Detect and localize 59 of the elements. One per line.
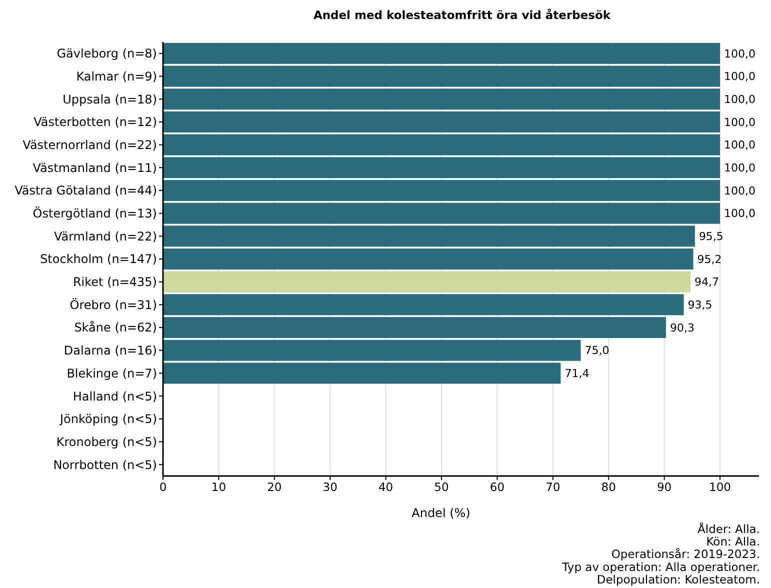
text: Kön: Alla. bbox=[706, 534, 760, 549]
y-tick-label: Värmland (n=22) bbox=[54, 229, 157, 244]
y-tick-label: Riket (n=435) bbox=[72, 275, 157, 290]
data-label: 94,7 bbox=[694, 276, 719, 289]
y-tick-label: Jönköping (n<5) bbox=[59, 412, 157, 426]
bar bbox=[163, 42, 720, 64]
y-tick-label: Kalmar (n=9) bbox=[76, 69, 157, 84]
y-tick-label: Stockholm (n=147) bbox=[40, 252, 157, 266]
x-tick-label: 0 bbox=[159, 480, 167, 494]
bar bbox=[163, 180, 720, 201]
bar bbox=[163, 317, 666, 338]
x-tick-label: 100 bbox=[709, 480, 731, 494]
y-tick-label: Kronoberg (n<5) bbox=[56, 434, 157, 449]
y-tick-label: Örebro (n=31) bbox=[70, 298, 157, 312]
data-label: 90,3 bbox=[670, 321, 694, 334]
data-label: 100,0 bbox=[724, 116, 756, 129]
x-tick-label: 10 bbox=[211, 480, 226, 494]
text: Typ av operation: Alla operationer. bbox=[561, 560, 760, 574]
data-label: 95,2 bbox=[697, 252, 722, 266]
data-label: 100,0 bbox=[724, 161, 756, 174]
y-tick-label: Uppsala (n=18) bbox=[62, 92, 157, 106]
y-tick-label: Västerbotten (n=12) bbox=[34, 115, 157, 130]
y-tick-label: Västmanland (n=11) bbox=[32, 160, 157, 175]
bar bbox=[163, 248, 694, 270]
x-tick-label: 70 bbox=[546, 480, 560, 494]
x-tick-label: 30 bbox=[322, 480, 338, 494]
x-tick-label: 60 bbox=[490, 480, 505, 494]
y-tick-label: Gävleborg (n=8) bbox=[56, 46, 157, 61]
y-tick-label: Skåne (n=62) bbox=[74, 320, 157, 335]
data-label: 100,0 bbox=[724, 138, 756, 152]
bar bbox=[163, 271, 690, 292]
text: Delpopulation: Kolesteatom. bbox=[596, 572, 760, 586]
data-label: 71,4 bbox=[564, 367, 590, 380]
data-label: 75,0 bbox=[584, 344, 610, 358]
y-tick-label: Blekinge (n=7) bbox=[66, 366, 157, 380]
data-label: 95,5 bbox=[698, 230, 724, 244]
y-tick-label: Dalarna (n=16) bbox=[64, 344, 157, 358]
data-label: 100,0 bbox=[724, 47, 756, 60]
x-tick-label: 20 bbox=[267, 480, 282, 494]
x-tick-label: 50 bbox=[434, 480, 449, 494]
y-tick-label: Västra Götaland (n=44) bbox=[14, 184, 157, 198]
data-label: 100,0 bbox=[724, 92, 756, 106]
y-tick-label: Östergötland (n=13) bbox=[32, 206, 157, 221]
chart-title: Andel med kolesteatomfritt öra vid återbesök bbox=[313, 8, 611, 22]
y-tick-label: Norrbotten (n<5) bbox=[53, 458, 157, 472]
data-label: 100,0 bbox=[724, 184, 756, 198]
x-tick-label: 40 bbox=[378, 480, 394, 494]
text: Operationsår: 2019-2023. bbox=[611, 547, 760, 562]
data-label: 93,5 bbox=[688, 298, 712, 312]
text: Ålder: Alla. bbox=[698, 522, 760, 536]
bar bbox=[163, 294, 684, 316]
y-tick-label: Halland (n<5) bbox=[72, 389, 157, 404]
data-label: 100,0 bbox=[724, 207, 756, 220]
y-tick-label: Västernorrland (n=22) bbox=[22, 138, 157, 152]
bar bbox=[163, 111, 720, 132]
data-label: 100,0 bbox=[724, 70, 756, 84]
x-tick-label: 90 bbox=[656, 480, 672, 494]
x-tick-label: 80 bbox=[601, 480, 616, 494]
x-axis-title: Andel (%) bbox=[412, 506, 470, 520]
